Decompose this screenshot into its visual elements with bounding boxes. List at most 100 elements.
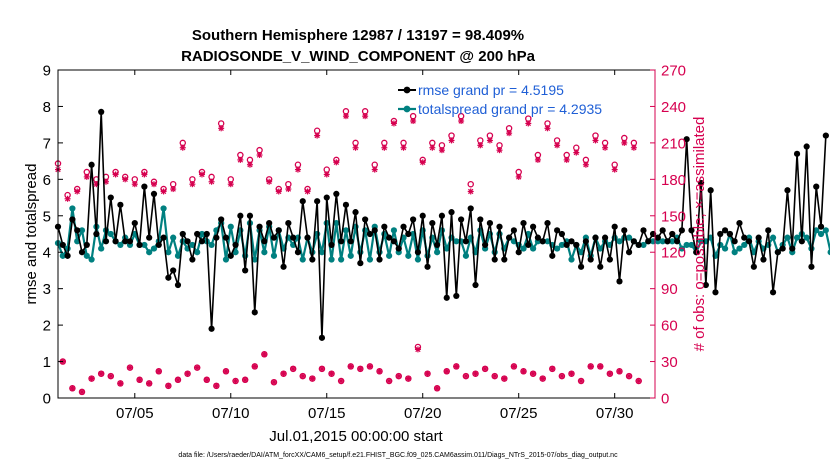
rmse-point xyxy=(179,230,186,238)
obs-assimilated-point xyxy=(126,364,133,371)
rmse-point xyxy=(760,256,767,263)
obs-assimilated-stroke xyxy=(386,378,392,384)
y2-tick-label: 150 xyxy=(661,208,686,225)
rmse-point xyxy=(630,238,637,245)
rmse-point xyxy=(817,223,825,230)
y-tick-label: 2 xyxy=(43,318,51,335)
totalspread-point xyxy=(827,249,830,256)
y2-tick-label: 120 xyxy=(661,245,686,262)
legend-spread-label: totalspread grand pr = 4.2935 xyxy=(418,101,602,117)
totalspread-point xyxy=(141,241,148,249)
rmse-point xyxy=(410,216,417,223)
obs-assimilated-stroke xyxy=(520,368,527,374)
rmse-point xyxy=(501,256,508,263)
obs-assimilated-stroke xyxy=(266,179,272,185)
rmse-point xyxy=(621,227,628,234)
obs-assimilated-stroke xyxy=(213,383,220,389)
totalspread-point xyxy=(69,205,76,212)
footnote: data file: /Users/raeder/DAI/ATM_forcXX/… xyxy=(178,452,618,459)
obs-assimilated-point xyxy=(270,379,277,386)
totalspread-point xyxy=(318,249,326,256)
totalspread-point xyxy=(366,256,374,263)
totalspread-point xyxy=(453,238,460,245)
rmse-point xyxy=(366,230,374,238)
obs-assimilated-point xyxy=(486,137,493,144)
obs-assimilated-point xyxy=(189,181,196,188)
obs-assimilated-point xyxy=(160,188,167,195)
rmse-point xyxy=(338,238,345,245)
obs-assimilated-stroke xyxy=(304,188,311,195)
obs-assimilated-stroke xyxy=(554,142,560,148)
rmse-point xyxy=(534,234,542,241)
obs-assimilated-point xyxy=(510,363,517,370)
totalspread-point xyxy=(333,219,340,227)
obs-assimilated-point xyxy=(525,120,532,127)
obs-assimilated-point xyxy=(155,368,162,375)
rmse-point xyxy=(141,183,148,190)
rmse-point xyxy=(515,249,522,256)
rmse-point xyxy=(419,212,426,219)
totalspread-point xyxy=(174,252,182,259)
obs-assimilated-point xyxy=(400,144,407,151)
rmse-point xyxy=(146,234,153,241)
rmse-point xyxy=(88,161,95,168)
rmse-point xyxy=(601,234,609,241)
totalspread-point xyxy=(721,245,729,252)
rmse-point xyxy=(717,230,724,238)
rmse-point xyxy=(462,238,470,245)
obs-assimilated-stroke xyxy=(424,371,431,377)
obs-assimilated-point xyxy=(266,178,273,185)
rmse-point xyxy=(606,256,613,263)
obs-assimilated-stroke xyxy=(511,363,517,370)
rmse-point xyxy=(323,194,330,201)
obs-assimilated-stroke xyxy=(84,174,90,180)
totalspread-point xyxy=(558,241,565,249)
obs-assimilated-point xyxy=(578,377,585,384)
obs-assimilated-stroke xyxy=(381,145,388,151)
obs-assimilated-point xyxy=(304,188,311,195)
obs-assimilated-point xyxy=(78,388,85,395)
obs-assimilated-stroke xyxy=(338,378,344,384)
totalspread-point xyxy=(208,241,215,249)
obs-assimilated-stroke xyxy=(88,375,95,382)
obs-assimilated-stroke xyxy=(112,171,119,178)
rmse-point xyxy=(414,249,422,256)
obs-assimilated-point xyxy=(597,363,604,370)
obs-assimilated-point xyxy=(630,144,637,151)
obs-assimilated-point xyxy=(107,373,114,380)
obs-assimilated-point xyxy=(357,365,364,372)
rmse-point xyxy=(290,234,297,241)
obs-assimilated-stroke xyxy=(290,366,296,372)
totalspread-point xyxy=(577,249,585,256)
x-tick-label: 07/15 xyxy=(308,405,346,422)
rmse-point xyxy=(170,267,177,274)
obs-assimilated-point xyxy=(362,113,369,120)
obs-assimilated-stroke xyxy=(583,162,589,168)
obs-assimilated-point xyxy=(515,173,522,180)
rmse-point xyxy=(597,263,604,270)
obs-assimilated-stroke xyxy=(151,181,157,187)
rmse-point xyxy=(520,219,527,227)
rmse-point xyxy=(506,234,513,241)
rmse-point xyxy=(294,249,302,256)
obs-assimilated-stroke xyxy=(429,145,435,151)
obs-assimilated-point xyxy=(198,171,205,178)
rmse-point xyxy=(678,227,685,234)
obs-assimilated-point xyxy=(501,375,508,382)
rmse-point xyxy=(275,227,282,234)
totalspread-point xyxy=(769,234,777,241)
rmse-point xyxy=(429,219,436,227)
obs-assimilated-stroke xyxy=(324,171,330,178)
obs-assimilated-stroke xyxy=(64,196,71,202)
rmse-point xyxy=(577,263,585,270)
obs-assimilated-stroke xyxy=(362,113,368,119)
obs-assimilated-point xyxy=(136,376,143,383)
totalspread-point xyxy=(251,256,258,263)
obs-assimilated-stroke xyxy=(396,373,402,379)
rmse-point xyxy=(616,278,623,285)
rmse-point xyxy=(232,241,239,249)
rmse-point xyxy=(424,263,431,270)
obs-assimilated-point xyxy=(621,139,628,146)
y2-tick-label: 60 xyxy=(661,318,678,335)
